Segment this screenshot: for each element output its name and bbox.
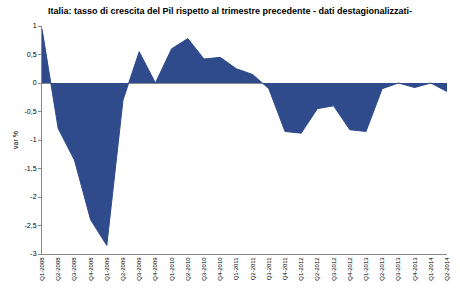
svg-text:Q3-2012: Q3-2012: [331, 257, 337, 281]
svg-text:0,5: 0,5: [27, 51, 37, 58]
svg-text:-2,5: -2,5: [25, 222, 37, 229]
svg-text:Q2-2009: Q2-2009: [120, 257, 126, 281]
svg-text:-3: -3: [30, 250, 36, 257]
svg-text:Q3-2008: Q3-2008: [71, 257, 77, 281]
svg-text:Q3-2010: Q3-2010: [201, 257, 207, 281]
svg-text:Q2-2012: Q2-2012: [314, 257, 320, 281]
svg-text:Q2-2011: Q2-2011: [250, 257, 256, 281]
svg-text:var %: var %: [12, 131, 19, 149]
svg-text:Q2-2013: Q2-2013: [379, 257, 385, 281]
svg-text:Q1-2012: Q1-2012: [298, 257, 304, 281]
svg-text:Q1-2009: Q1-2009: [104, 257, 110, 281]
svg-text:Q2-2008: Q2-2008: [55, 257, 61, 281]
svg-text:-1: -1: [30, 136, 36, 143]
svg-text:Q1-2010: Q1-2010: [169, 257, 175, 281]
svg-text:Q4-2008: Q4-2008: [88, 257, 94, 281]
svg-text:Q4-2013: Q4-2013: [412, 257, 418, 281]
svg-text:Q1-2014: Q1-2014: [428, 257, 434, 281]
svg-text:Q4-2012: Q4-2012: [347, 257, 353, 281]
svg-text:Q3-2011: Q3-2011: [266, 257, 272, 281]
svg-text:Q3-2009: Q3-2009: [136, 257, 142, 281]
svg-text:Q4-2011: Q4-2011: [282, 257, 288, 281]
svg-text:Q2-2010: Q2-2010: [185, 257, 191, 281]
svg-text:Q1-2008: Q1-2008: [39, 257, 45, 281]
svg-text:Q4-2010: Q4-2010: [217, 257, 223, 281]
svg-text:0: 0: [33, 79, 37, 86]
svg-text:Italia: tasso di crescita del: Italia: tasso di crescita del Pil rispet…: [48, 6, 412, 16]
svg-text:Q1-2011: Q1-2011: [233, 257, 239, 281]
svg-text:Q3-2013: Q3-2013: [395, 257, 401, 281]
svg-text:-0,5: -0,5: [25, 108, 37, 115]
svg-text:Q4-2009: Q4-2009: [152, 257, 158, 281]
svg-text:Q1-2013: Q1-2013: [363, 257, 369, 281]
svg-text:Q2-2014: Q2-2014: [444, 257, 450, 281]
svg-text:-2: -2: [30, 193, 36, 200]
svg-text:-1,5: -1,5: [25, 165, 37, 172]
svg-text:1: 1: [33, 22, 37, 29]
